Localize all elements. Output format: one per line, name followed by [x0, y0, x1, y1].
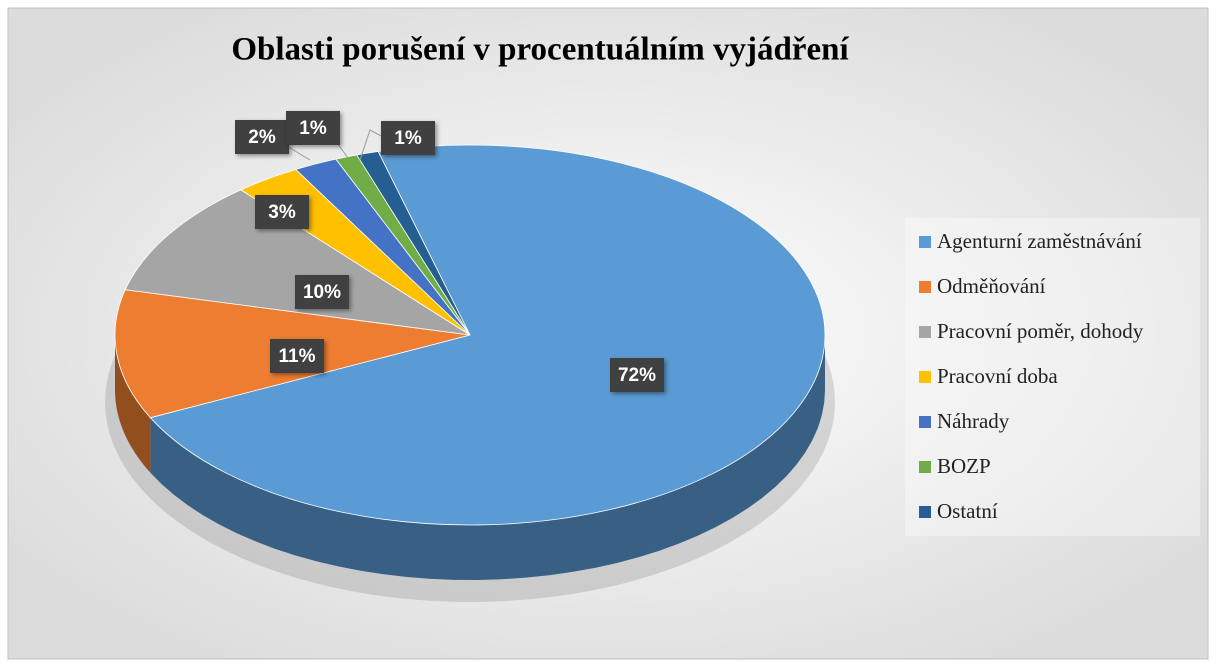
chart-title: Oblasti porušení v procentuálním vyjádře… [231, 32, 849, 68]
legend-label: Agenturní zaměstnávání [937, 229, 1142, 253]
legend-swatch [919, 281, 931, 293]
leader-line [284, 144, 311, 161]
data-label: 2% [248, 127, 276, 148]
legend-label: BOZP [937, 454, 991, 478]
legend-label: Pracovní poměr, dohody [937, 319, 1144, 343]
label-box [610, 358, 664, 392]
legend-box [905, 218, 1200, 536]
label-box [270, 339, 324, 373]
data-label: 3% [268, 202, 296, 223]
data-label: 11% [279, 346, 316, 367]
legend-swatch [919, 326, 931, 338]
legend-label: Odměňování [937, 274, 1046, 298]
pie-slice [356, 151, 471, 336]
legend-swatch [919, 506, 931, 518]
labels: 72% 11% 10% 3% 2% 1% 1% [235, 111, 664, 392]
leader-line [359, 129, 386, 161]
legend-swatch [919, 461, 931, 473]
data-label: 72% [618, 365, 656, 386]
pie [105, 144, 835, 602]
data-label: 1% [394, 128, 422, 149]
legend-label: Náhrady [937, 409, 1010, 433]
legend-label: Pracovní doba [937, 364, 1058, 388]
label-box [381, 121, 435, 155]
legend-swatch [919, 371, 931, 383]
label-box [295, 275, 349, 309]
data-label: 10% [303, 282, 341, 303]
pie-side [150, 335, 825, 580]
label-box [286, 111, 340, 145]
pie-slice [149, 144, 826, 526]
pie-side [115, 335, 151, 473]
legend-swatch [919, 236, 931, 248]
label-box [255, 195, 309, 229]
data-label: 1% [299, 118, 327, 139]
legend-label: Ostatní [937, 499, 998, 523]
pie-slice [124, 189, 471, 336]
legend: Agenturní zaměstnávání Odměňování Pracovní… [905, 218, 1200, 536]
label-box [235, 120, 289, 154]
legend-swatch [919, 416, 931, 428]
